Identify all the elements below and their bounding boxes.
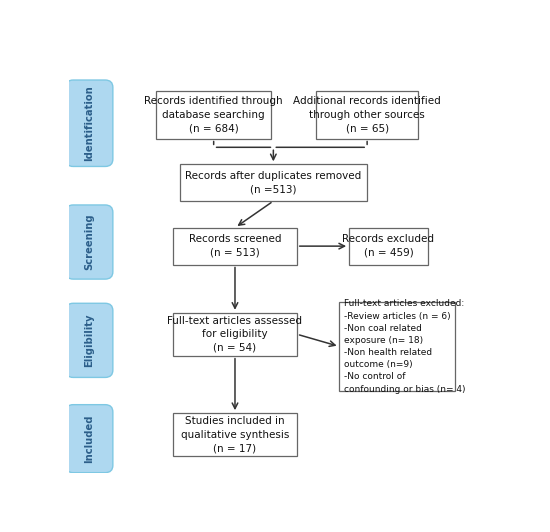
Text: Screening: Screening: [84, 214, 94, 270]
FancyBboxPatch shape: [173, 313, 297, 356]
FancyBboxPatch shape: [179, 164, 367, 201]
Text: Records excluded
(n = 459): Records excluded (n = 459): [343, 234, 434, 258]
Text: Full-text articles excluded:
-Review articles (n = 6)
-Non coal related
exposure: Full-text articles excluded: -Review art…: [344, 300, 465, 394]
FancyBboxPatch shape: [65, 205, 113, 279]
Text: Studies included in
qualitative synthesis
(n = 17): Studies included in qualitative synthesi…: [181, 416, 289, 453]
FancyBboxPatch shape: [156, 92, 271, 139]
Text: Full-text articles assessed
for eligibility
(n = 54): Full-text articles assessed for eligibil…: [168, 315, 302, 353]
FancyBboxPatch shape: [65, 405, 113, 472]
FancyBboxPatch shape: [65, 303, 113, 377]
FancyBboxPatch shape: [316, 92, 418, 139]
FancyBboxPatch shape: [173, 228, 297, 264]
Text: Included: Included: [84, 414, 94, 463]
Text: Records after duplicates removed
(n =513): Records after duplicates removed (n =513…: [185, 171, 361, 194]
FancyBboxPatch shape: [65, 80, 113, 167]
Text: Records screened
(n = 513): Records screened (n = 513): [189, 234, 281, 258]
FancyBboxPatch shape: [349, 228, 428, 264]
Text: Identification: Identification: [84, 85, 94, 161]
FancyBboxPatch shape: [339, 303, 454, 390]
Text: Additional records identified
through other sources
(n = 65): Additional records identified through ot…: [293, 96, 441, 134]
Text: Records identified through
database searching
(n = 684): Records identified through database sear…: [144, 96, 283, 134]
Text: Eligibility: Eligibility: [84, 313, 94, 367]
FancyBboxPatch shape: [173, 413, 297, 456]
